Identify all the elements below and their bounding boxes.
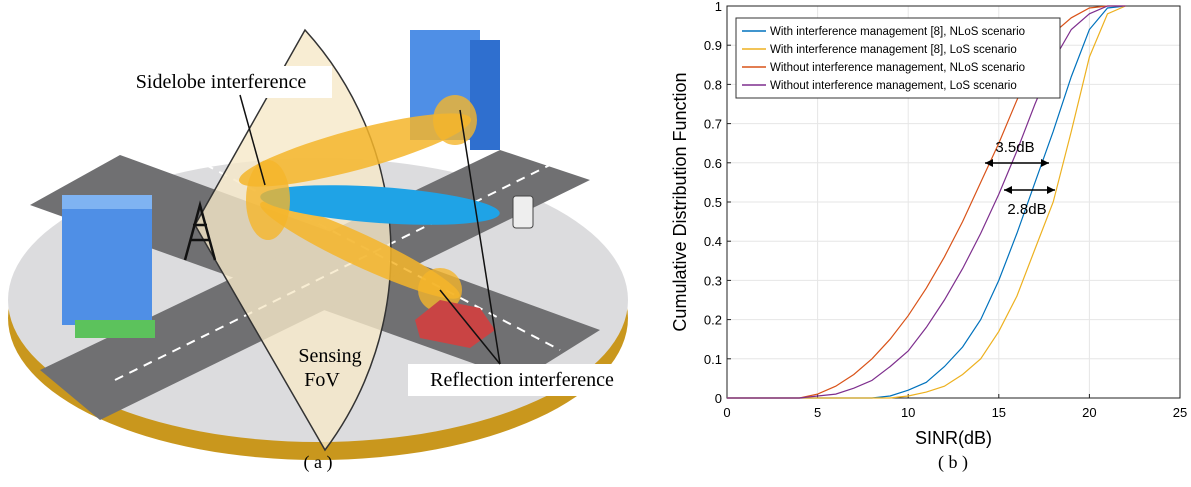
y-tick-label: 0.9 [704,38,722,53]
arrowhead [985,159,1049,167]
annotation: 2.8dB [1007,201,1046,218]
y-tick-label: 0.4 [704,234,722,249]
building [62,205,152,325]
building [470,40,500,150]
x-tick-label: 25 [1173,405,1187,420]
sidelobe [246,160,290,240]
label: Sidelobe interference [136,71,307,93]
x-tick-label: 0 [723,405,730,420]
phone [512,195,534,229]
legend-label: With interference management [8], LoS sc… [770,44,1017,56]
x-tick-label: 10 [901,405,915,420]
pointer [459,109,501,365]
legend-label: Without interference management, NLoS sc… [770,62,1025,74]
pointer [439,289,501,365]
y-tick-label: 0.2 [704,313,722,328]
sidelobe [433,95,477,145]
tower [183,200,217,261]
x-axis-label: SINR(dB) [915,428,992,448]
y-tick-label: 0.5 [704,195,722,210]
legend-label: With interference management [8], NLoS s… [770,26,1025,38]
label: Sensing [298,345,361,367]
y-tick-label: 1 [715,0,722,14]
beam [260,201,460,299]
y-tick-label: 0.8 [704,77,722,92]
caption: ( b ) [938,452,968,473]
plot-frame [726,5,1181,399]
y-tick-label: 0.1 [704,352,722,367]
label: FoV [304,369,340,391]
cdf-chart: 00.10.20.30.40.50.60.70.80.910 5 10 15 20 25S… [670,0,1187,448]
caption: ( a ) [304,452,333,473]
y-tick-label: 0 [715,391,722,406]
label-box [408,364,636,396]
x-tick-label: 5 [814,405,821,420]
annotation: 3.5dB [995,139,1034,156]
y-tick-label: 0.6 [704,156,722,171]
car [415,300,495,348]
x-tick-label: 15 [992,405,1006,420]
label-box [110,66,332,98]
y-axis-label: Cumulative Distribution Function [670,72,690,331]
label: Reflection interference [430,369,614,391]
y-tick-label: 0.7 [704,117,722,132]
legend-label: Without interference management, LoS sce… [770,80,1017,92]
building-roof [62,195,152,209]
lawn [75,320,155,338]
x-tick-label: 20 [1082,405,1096,420]
y-tick-label: 0.3 [704,273,722,288]
beam [260,185,500,225]
pointer [239,94,266,186]
legend-box [735,17,1061,99]
beam [238,113,472,187]
illustration: Sidelobe interference Sensing FoV Reflec… [8,28,636,473]
